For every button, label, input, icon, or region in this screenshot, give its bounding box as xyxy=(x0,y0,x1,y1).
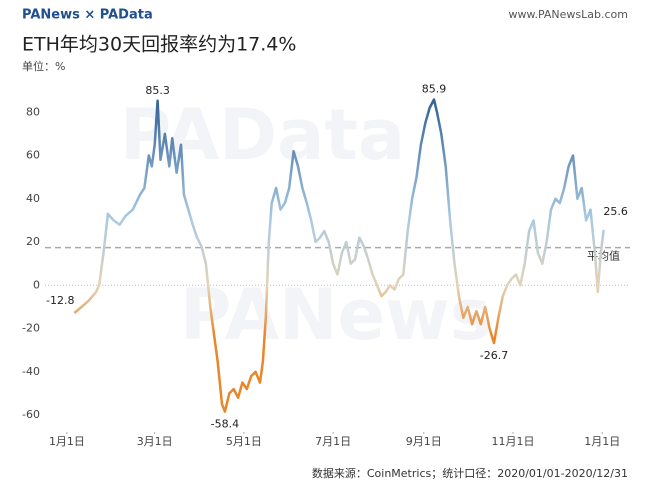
y-tick-label: 20 xyxy=(26,235,40,248)
annotation: 85.3 xyxy=(145,84,170,97)
x-tick-label: 1月1日 xyxy=(584,435,620,448)
x-tick-label: 1月1日 xyxy=(49,435,85,448)
y-tick-label: 0 xyxy=(33,278,40,291)
site: www.PANewsLab.com xyxy=(509,8,629,21)
y-tick-label: 80 xyxy=(26,105,40,118)
line xyxy=(73,98,605,413)
watermark: PAData xyxy=(120,94,405,176)
annotation: 25.6 xyxy=(603,205,628,218)
y-tick-label: -60 xyxy=(22,408,40,421)
source: 数据来源：CoinMetrics；统计口径：2020/01/01-2020/12… xyxy=(312,466,628,480)
chart-title: ETH年均30天回报率约为17.4% xyxy=(22,34,296,56)
y-tick-label: 60 xyxy=(26,149,40,162)
annotation: -58.4 xyxy=(211,418,239,431)
x-tick-label: 7月1日 xyxy=(315,435,351,448)
brand: PANews × PAData xyxy=(22,8,153,23)
annotation: -12.8 xyxy=(46,294,74,307)
average-label: 平均值 xyxy=(587,250,620,263)
watermark: PANews xyxy=(180,274,491,356)
y-tick-label: -40 xyxy=(22,365,40,378)
x-tick-label: 11月1日 xyxy=(492,435,535,448)
annotation: -26.7 xyxy=(480,349,508,362)
x-tick-label: 5月1日 xyxy=(226,435,262,448)
y-tick-label: -20 xyxy=(22,322,40,335)
x-tick-label: 9月1日 xyxy=(406,435,442,448)
y-tick-label: 40 xyxy=(26,192,40,205)
x-tick-label: 3月1日 xyxy=(137,435,173,448)
unit: 单位：% xyxy=(22,59,65,73)
annotation: 85.9 xyxy=(422,83,447,96)
